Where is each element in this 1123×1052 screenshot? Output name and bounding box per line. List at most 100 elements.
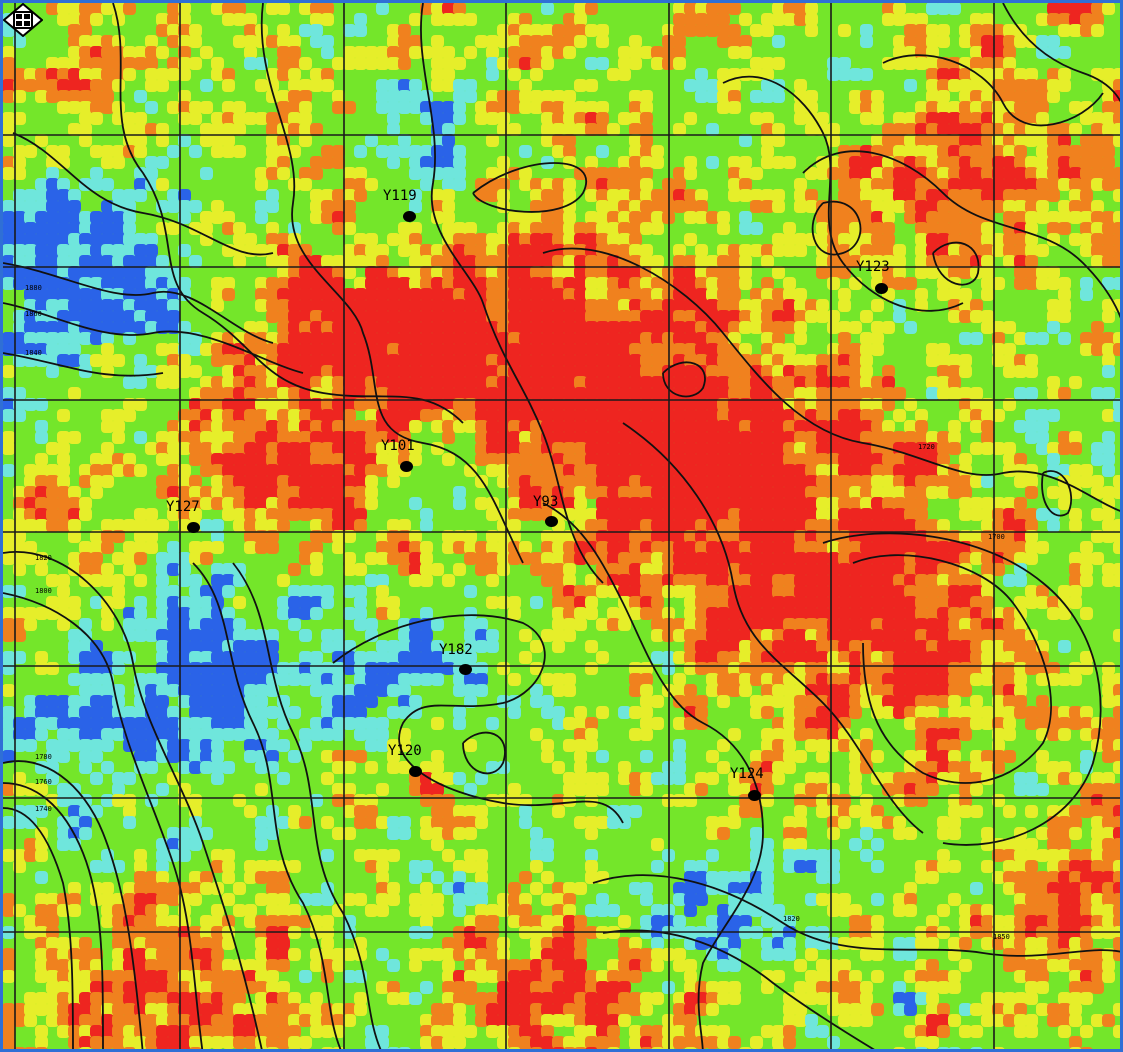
attribute-cell bbox=[585, 607, 598, 620]
attribute-cell bbox=[266, 123, 279, 136]
attribute-cell bbox=[508, 706, 521, 719]
attribute-cell bbox=[640, 211, 653, 224]
attribute-cell bbox=[1102, 167, 1115, 180]
attribute-cell bbox=[563, 145, 576, 158]
attribute-cell bbox=[992, 244, 1005, 257]
attribute-cell bbox=[442, 189, 455, 202]
attribute-cell bbox=[13, 90, 26, 103]
attribute-cell bbox=[849, 189, 862, 202]
attribute-cell bbox=[717, 79, 730, 92]
attribute-cell bbox=[695, 3, 708, 15]
attribute-cell bbox=[926, 79, 939, 92]
attribute-cell bbox=[937, 35, 950, 48]
attribute-cell bbox=[508, 233, 521, 246]
attribute-cell bbox=[926, 145, 939, 158]
attribute-cell bbox=[948, 101, 961, 114]
attribute-cell bbox=[365, 178, 378, 191]
attribute-cell bbox=[992, 200, 1005, 213]
attribute-cell bbox=[805, 123, 818, 136]
attribute-cell bbox=[1102, 178, 1115, 191]
attribute-cell bbox=[387, 156, 400, 169]
attribute-cell bbox=[673, 189, 686, 202]
attribute-cell bbox=[497, 662, 510, 675]
attribute-cell bbox=[871, 90, 884, 103]
attribute-cell bbox=[266, 134, 279, 147]
attribute-cell bbox=[123, 123, 136, 136]
attribute-cell bbox=[277, 24, 290, 37]
attribute-cell bbox=[266, 112, 279, 125]
attribute-cell bbox=[211, 3, 224, 15]
attribute-cell bbox=[574, 167, 587, 180]
attribute-cell bbox=[35, 431, 48, 444]
attribute-cell bbox=[1058, 156, 1071, 169]
attribute-cell bbox=[1058, 3, 1071, 15]
attribute-cell bbox=[1003, 211, 1016, 224]
attribute-cell bbox=[409, 35, 422, 48]
attribute-cell bbox=[376, 255, 389, 268]
attribute-cell bbox=[101, 618, 114, 631]
attribute-cell bbox=[1069, 200, 1082, 213]
attribute-cell bbox=[563, 255, 576, 268]
attribute-cell bbox=[684, 233, 697, 246]
attribute-cell bbox=[431, 3, 444, 15]
attribute-cell bbox=[57, 3, 70, 15]
attribute-cell bbox=[981, 24, 994, 37]
attribute-cell bbox=[453, 717, 466, 730]
attribute-cell bbox=[1003, 244, 1016, 257]
attribute-cell bbox=[695, 24, 708, 37]
attribute-cell bbox=[57, 145, 70, 158]
attribute-cell bbox=[640, 783, 653, 796]
attribute-cell bbox=[794, 189, 807, 202]
attribute-cell bbox=[596, 200, 609, 213]
attribute-cell bbox=[596, 24, 609, 37]
attribute-cell bbox=[1080, 607, 1093, 620]
attribute-cell bbox=[530, 200, 543, 213]
attribute-cell bbox=[541, 90, 554, 103]
attribute-cell bbox=[1058, 13, 1071, 26]
attribute-cell bbox=[618, 68, 631, 81]
attribute-cell bbox=[717, 68, 730, 81]
attribute-cell bbox=[915, 244, 928, 257]
attribute-cell bbox=[926, 24, 939, 37]
attribute-cell bbox=[1058, 134, 1071, 147]
attribute-cell bbox=[904, 321, 917, 334]
attribute-cell bbox=[475, 178, 488, 191]
attribute-cell bbox=[948, 134, 961, 147]
attribute-cell bbox=[794, 200, 807, 213]
attribute-cell bbox=[640, 750, 653, 763]
attribute-cell bbox=[596, 233, 609, 246]
attribute-cell bbox=[222, 145, 235, 158]
attribute-cell bbox=[838, 255, 851, 268]
attribute-cell bbox=[1080, 3, 1093, 15]
attribute-cell bbox=[871, 343, 884, 356]
attribute-cell bbox=[222, 13, 235, 26]
attribute-cell bbox=[519, 35, 532, 48]
attribute-cell bbox=[706, 772, 719, 785]
attribute-cell bbox=[585, 255, 598, 268]
attribute-cell bbox=[684, 112, 697, 125]
attribute-cell bbox=[409, 189, 422, 202]
attribute-cell bbox=[827, 277, 840, 290]
attribute-cell bbox=[112, 189, 125, 202]
attribute-cell bbox=[904, 277, 917, 290]
attribute-cell bbox=[1003, 750, 1016, 763]
attribute-cell bbox=[57, 750, 70, 763]
attribute-cell bbox=[57, 156, 70, 169]
attribute-cell bbox=[310, 189, 323, 202]
attribute-cell bbox=[486, 101, 499, 114]
attribute-cell bbox=[79, 90, 92, 103]
attribute-cell bbox=[420, 167, 433, 180]
attribute-cell bbox=[948, 244, 961, 257]
attribute-cell bbox=[992, 145, 1005, 158]
attribute-cell bbox=[915, 222, 928, 235]
attribute-cell bbox=[255, 167, 268, 180]
attribute-cell bbox=[541, 101, 554, 114]
attribute-cell bbox=[46, 57, 59, 70]
attribute-cell bbox=[563, 24, 576, 37]
attribute-cell bbox=[992, 46, 1005, 59]
attribute-cell bbox=[1091, 156, 1104, 169]
attribute-cell bbox=[486, 35, 499, 48]
attribute-cell bbox=[1047, 222, 1060, 235]
attribute-cell bbox=[1047, 167, 1060, 180]
attribute-cell bbox=[970, 783, 983, 796]
